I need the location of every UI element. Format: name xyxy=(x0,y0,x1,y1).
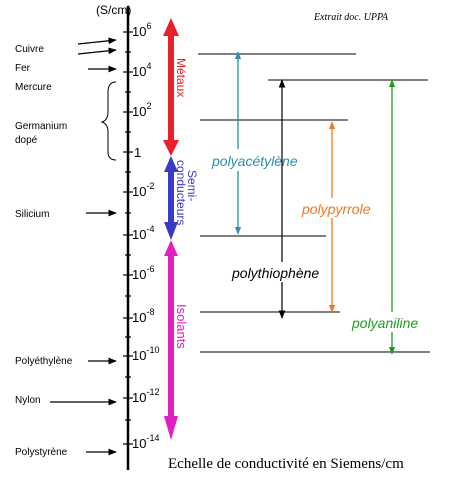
polyacetylene-label-bg xyxy=(210,149,342,171)
tick-label: 10-6 xyxy=(132,264,154,282)
tick-label: 10-8 xyxy=(132,307,154,325)
class-label-metaux: Métaux xyxy=(174,58,188,97)
tick-labels: 106 104 102 1 10-2 10-4 10-6 10-8 10-10 … xyxy=(132,21,159,451)
material-polystyrene: Polystyrène xyxy=(15,447,68,458)
polyacetylene-label: polyacétylène xyxy=(211,153,298,169)
tick-label: 1 xyxy=(134,145,141,160)
tick-label: 10-10 xyxy=(132,345,159,363)
materials: Cuivre Fer Mercure Germanium dopé Silici… xyxy=(15,44,73,458)
arrow-cuivre xyxy=(77,37,117,45)
axis-ticks xyxy=(123,31,133,445)
polypyrrole-label-bg xyxy=(300,198,382,218)
class-label-isolants: Isolants xyxy=(174,304,189,349)
tick-label: 102 xyxy=(132,101,151,119)
class-bars xyxy=(163,18,179,440)
tick-label: 104 xyxy=(132,61,151,79)
material-arrows xyxy=(50,37,117,456)
tick-label: 10-14 xyxy=(132,433,159,451)
material-mercure: Mercure xyxy=(15,82,52,93)
unit-label: (S/cm) xyxy=(96,3,131,17)
material-germanium-dope: dopé xyxy=(15,135,38,146)
caption: Echelle de conductivité en Siemens/cm xyxy=(168,456,404,472)
material-germanium: Germanium xyxy=(15,121,67,132)
polythiophene-label-bg xyxy=(230,262,360,282)
polyaniline-label: polyaniline xyxy=(351,315,418,331)
metaux-bar xyxy=(163,18,179,156)
isolants-bar xyxy=(164,240,178,440)
source-note: Extrait doc. UPPA xyxy=(313,12,389,23)
tick-label: 10-4 xyxy=(132,224,154,242)
material-nylon: Nylon xyxy=(15,395,41,406)
class-label-semi-1: Semi- xyxy=(185,170,199,201)
tick-label: 10-12 xyxy=(132,387,159,405)
material-cuivre: Cuivre xyxy=(15,44,44,55)
arrow-cuivre-2 xyxy=(77,47,117,55)
material-silicium: Silicium xyxy=(15,209,49,220)
polyaniline-label-bg xyxy=(350,312,432,332)
tick-label: 10-2 xyxy=(132,181,154,199)
semi-bar xyxy=(164,156,178,240)
germanium-brace xyxy=(100,81,117,161)
material-polyethylene: Polyéthylène xyxy=(15,356,73,367)
polypyrrole-label: polypyrrole xyxy=(301,201,371,217)
class-label-semi-2: conducteurs xyxy=(174,160,188,225)
material-fer: Fer xyxy=(15,63,31,74)
tick-label: 106 xyxy=(132,21,151,39)
polythiophene-label: polythiophène xyxy=(231,265,319,281)
